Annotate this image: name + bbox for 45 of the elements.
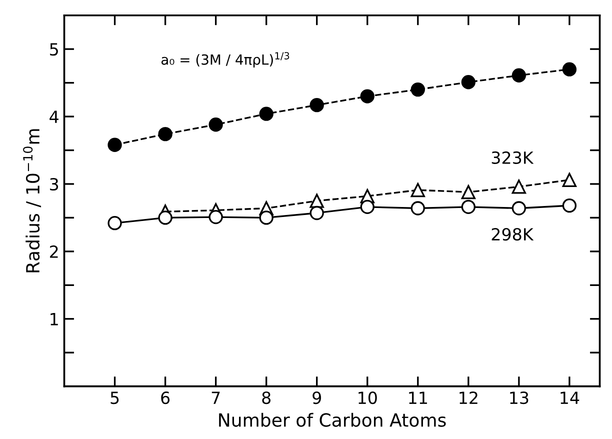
y-tick-label: 2 [50,245,58,258]
point [360,89,374,104]
point [259,210,274,225]
point [461,200,476,214]
point [562,172,577,188]
point [108,138,122,152]
point [259,106,274,121]
point [512,68,526,82]
x-tick-label: 8 [262,391,270,404]
x-tick-label: 9 [312,391,321,404]
series-label: 323K [492,151,534,164]
point [410,201,425,216]
point [512,180,526,194]
annotation: a₀ = (3M / 4πρL)$^{1/3}$ [161,52,290,68]
point [512,201,526,216]
x-tick-label: 6 [161,391,170,404]
point [208,210,223,224]
point [158,126,172,142]
point [158,210,172,225]
x-tick-label: 12 [460,391,478,404]
x-tick-label: 7 [212,392,220,404]
point [562,62,577,76]
y-tick-label: 5 [50,43,58,56]
point [310,194,324,208]
x-tick-label: 14 [560,392,580,404]
point [310,206,324,220]
y-tick-label: 4 [50,110,58,123]
x-tick-label: 5 [110,392,119,404]
point [310,98,324,112]
point [208,118,223,132]
point [410,182,425,198]
point [562,198,577,213]
x-tick-label: 13 [510,391,528,404]
x-tick-label: 10 [358,391,377,404]
x-tick-label: 11 [409,392,427,404]
point [108,216,122,230]
x-axis-title: Number of Carbon Atoms [219,412,446,427]
point [360,200,374,214]
point [461,75,476,90]
y-tick-label: 3 [50,178,58,191]
y-tick-label: 1 [50,313,58,326]
y-axis-title: Radius / 10$^{−10}$m [23,129,42,272]
point [461,184,476,200]
series-label: 298K [492,228,534,241]
point [410,82,425,97]
